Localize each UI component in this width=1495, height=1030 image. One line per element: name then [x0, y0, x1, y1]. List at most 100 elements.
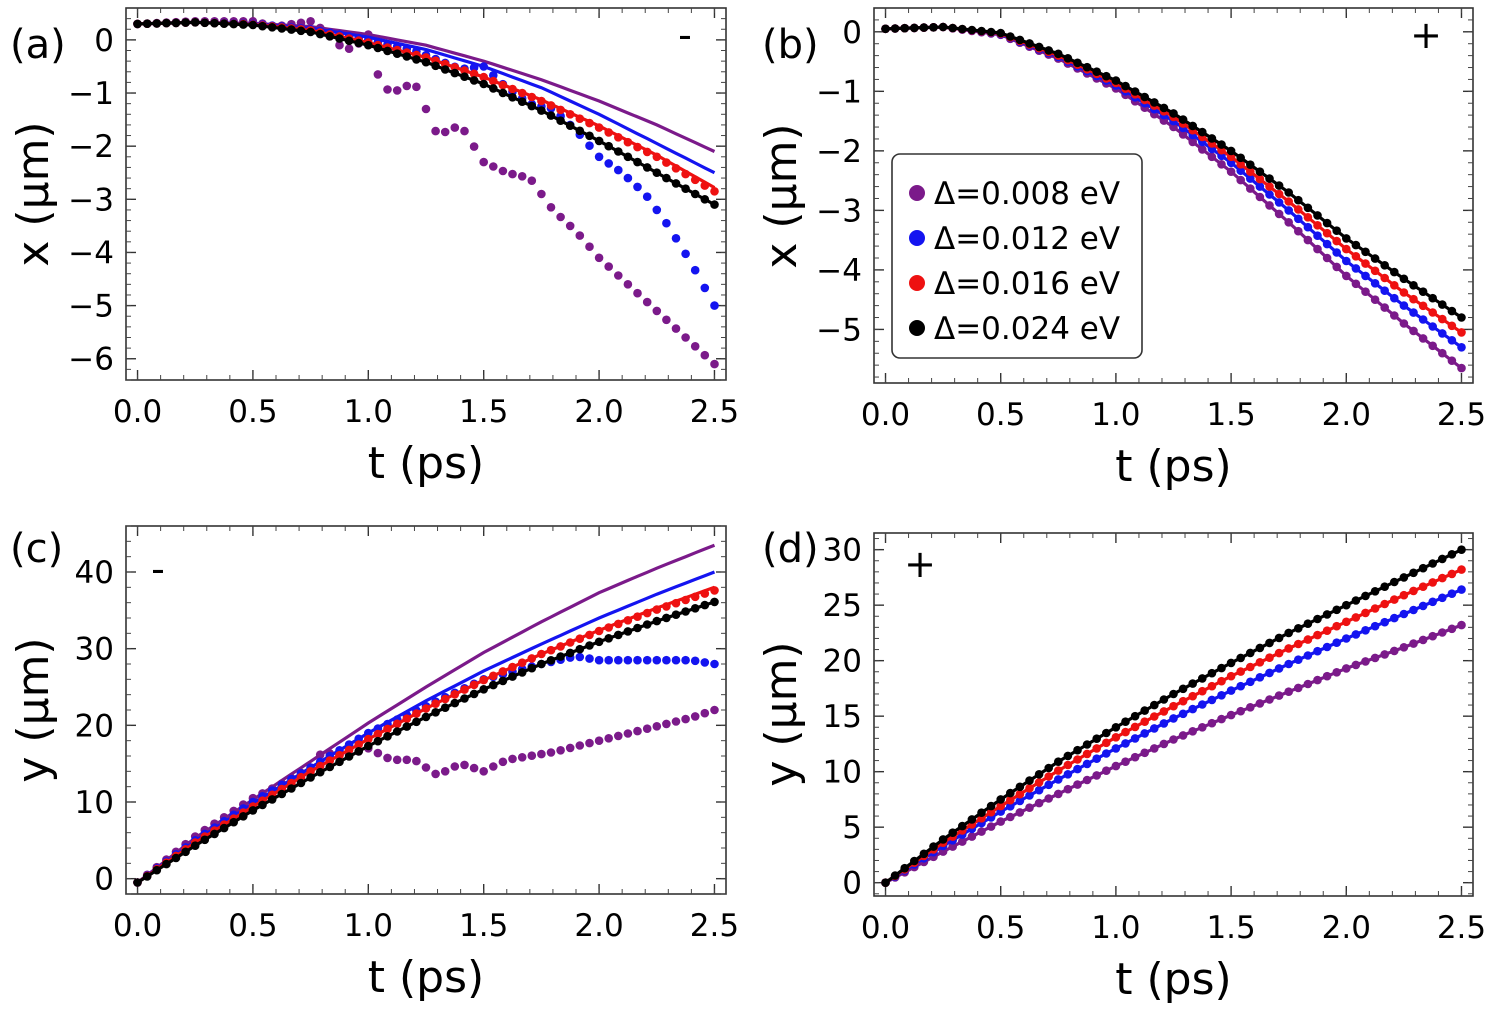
data-point: [700, 350, 710, 360]
y-tick-label: −1: [816, 74, 862, 110]
data-point: [296, 778, 306, 788]
data-point: [1294, 226, 1303, 236]
panel-0: 0.0 0.5 1.0 1.5 2.0 2.5 0 −1 −2 −3 −4 −5 −6 t (ps) x (…: [8, 7, 739, 489]
data-point: [1140, 92, 1149, 102]
data-point: [1188, 137, 1197, 147]
legend-marker: [909, 275, 925, 291]
data-point: [881, 878, 890, 887]
data-point: [1092, 771, 1101, 780]
data-point: [1198, 686, 1207, 696]
data-point: [498, 667, 508, 676]
data-point: [594, 736, 604, 745]
data-point: [1226, 710, 1236, 720]
data-point: [287, 25, 296, 34]
data-point: [1351, 279, 1361, 289]
data-point: [1361, 259, 1370, 268]
data-point: [1457, 363, 1466, 373]
data-point: [604, 141, 613, 151]
data-point: [200, 18, 210, 28]
data-point: [1322, 228, 1332, 238]
data-point: [1409, 568, 1418, 578]
data-point: [1226, 152, 1236, 162]
data-point: [604, 262, 613, 271]
data-point: [1361, 271, 1370, 281]
data-point: [575, 652, 585, 662]
data-point: [258, 21, 267, 31]
data-point: [315, 750, 325, 759]
x-tick-label: 2.0: [574, 394, 623, 430]
data-point: [1418, 315, 1428, 324]
data-point: [1226, 167, 1236, 176]
data-point: [1418, 334, 1428, 343]
data-point: [546, 111, 556, 120]
data-point: [469, 763, 479, 773]
data-point: [431, 61, 440, 71]
data-point: [1044, 772, 1053, 781]
data-point: [1063, 784, 1073, 794]
y-axis-label: x (μm): [756, 123, 807, 268]
data-point: [373, 729, 383, 739]
data-point: [210, 829, 219, 839]
data-point: [412, 717, 421, 727]
data-point: [1303, 213, 1313, 222]
data-point: [392, 49, 402, 58]
data-point: [1342, 600, 1351, 610]
data-point: [662, 613, 671, 623]
data-point: [1418, 563, 1428, 573]
data-point: [1370, 254, 1380, 263]
data-point: [527, 751, 537, 760]
data-point: [1198, 674, 1207, 683]
data-point: [1332, 638, 1341, 647]
data-point: [1399, 319, 1409, 328]
data-point: [1034, 798, 1044, 808]
data-point: [1054, 775, 1063, 784]
x-tick-label: 1.0: [344, 908, 393, 944]
data-point: [1361, 287, 1370, 297]
data-point: [594, 136, 604, 146]
data-point: [1111, 744, 1121, 753]
data-point: [662, 158, 671, 167]
data-point: [383, 85, 392, 94]
data-point: [460, 66, 469, 75]
data-point: [364, 40, 373, 50]
data-point: [1428, 293, 1437, 303]
data-point: [527, 176, 537, 185]
y-tick-label: 40: [75, 555, 114, 591]
series-3: [133, 18, 719, 209]
data-point: [1121, 757, 1130, 766]
data-point: [1246, 167, 1255, 176]
data-point: [690, 189, 700, 199]
data-point: [1390, 646, 1399, 656]
legend-marker: [909, 185, 925, 201]
data-point: [681, 655, 690, 665]
data-point: [460, 685, 469, 694]
data-point: [1034, 778, 1044, 787]
data-point: [700, 195, 710, 204]
data-point: [1351, 596, 1361, 605]
legend-label: Δ=0.016 eV: [934, 266, 1120, 302]
data-point: [1188, 727, 1197, 736]
x-tick-label: 0.5: [228, 908, 277, 944]
data-point: [1313, 244, 1322, 254]
data-point: [469, 69, 479, 79]
data-point: [671, 717, 681, 726]
data-point: [1159, 719, 1169, 728]
y-tick-label: −5: [68, 289, 114, 325]
data-point: [1092, 754, 1101, 763]
data-point: [604, 159, 613, 168]
data-point: [277, 24, 287, 33]
data-point: [1457, 328, 1466, 337]
data-point: [133, 878, 142, 887]
data-point: [1092, 734, 1101, 743]
data-point: [239, 812, 248, 821]
data-point: [498, 166, 508, 176]
x-tick-label: 2.5: [1437, 397, 1486, 433]
data-point: [662, 218, 671, 228]
data-point: [1409, 281, 1418, 290]
data-point: [1226, 658, 1236, 668]
data-point: [1130, 734, 1140, 743]
data-point: [1284, 659, 1293, 669]
data-point: [1457, 585, 1466, 594]
y-tick-label: 20: [823, 644, 862, 680]
